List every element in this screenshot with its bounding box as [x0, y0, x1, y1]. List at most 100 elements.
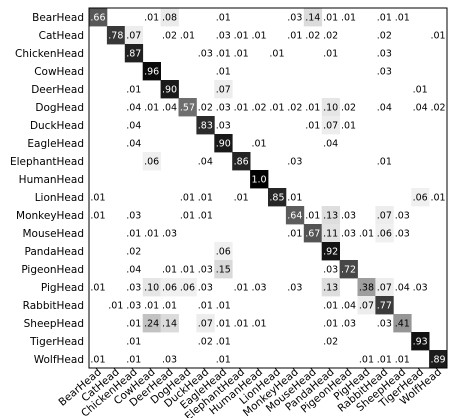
- cell-value-label: .86: [234, 157, 249, 168]
- cell-value-label: .01: [395, 355, 410, 366]
- cell-value-label: .01: [216, 67, 231, 78]
- cell-PigHead-CowHead: [142, 278, 161, 297]
- cell-value-label: .02: [377, 31, 392, 42]
- cell-value-label: .77: [377, 301, 392, 312]
- cell-value-label: .01: [126, 355, 141, 366]
- cell-MouseHead-MouseHead: [303, 224, 323, 243]
- cell-value-label: .03: [413, 283, 428, 294]
- row-label-PigeonHead: PigeonHead: [21, 264, 84, 276]
- cell-value-label: .01: [323, 319, 338, 330]
- row-label-SheepHead: SheepHead: [24, 318, 84, 330]
- cell-value-label: .01: [198, 193, 213, 204]
- cell-value-label: .03: [198, 49, 213, 60]
- cell-value-label: .01: [90, 193, 105, 204]
- cell-value-label: .03: [126, 211, 141, 222]
- cell-value-label: .15: [216, 265, 231, 276]
- cell-value-label: .03: [287, 157, 302, 168]
- row-label-ChickenHead: ChickenHead: [15, 48, 84, 60]
- cell-value-label: .13: [323, 283, 338, 294]
- cell-PigHead-PandaHead: [321, 278, 340, 297]
- cell-value-label: .01: [251, 139, 266, 150]
- cell-value-label: .02: [162, 31, 177, 42]
- cell-value-label: .10: [144, 283, 159, 294]
- cell-PigeonHead-PigeonHead: [339, 260, 358, 279]
- cell-SheepHead-CowHead: [142, 314, 161, 333]
- cell-value-label: .01: [359, 229, 374, 240]
- cell-value-label: .03: [377, 49, 392, 60]
- cell-value-label: .03: [126, 283, 141, 294]
- cell-value-label: .01: [359, 355, 374, 366]
- cell-BearHead-MouseHead: [303, 8, 323, 27]
- cell-value-label: .03: [216, 103, 231, 114]
- cell-value-label: .01: [180, 193, 195, 204]
- cell-value-label: .07: [216, 85, 231, 96]
- cell-SheepHead-DuckHead: [196, 314, 215, 333]
- cell-value-label: .11: [323, 229, 338, 240]
- cell-value-label: .03: [162, 229, 177, 240]
- cell-value-label: .01: [269, 49, 284, 60]
- cell-value-label: .03: [323, 265, 338, 276]
- cell-value-label: .01: [90, 211, 105, 222]
- cell-value-label: .01: [234, 319, 249, 330]
- cell-value-label: .01: [216, 49, 231, 60]
- cell-value-label: .04: [162, 103, 177, 114]
- row-label-PigHead: PigHead: [41, 282, 84, 294]
- cell-value-label: .08: [162, 13, 177, 24]
- cell-PandaHead-EagleHead: [214, 242, 233, 261]
- cell-value-label: .04: [126, 121, 141, 132]
- cell-value-label: .04: [377, 103, 392, 114]
- cell-value-label: .01: [126, 319, 141, 330]
- cell-RabbitHead-RabbitHead: [375, 296, 394, 315]
- cell-value-label: .01: [305, 103, 320, 114]
- cell-WolfHead-WolfHead: [429, 350, 448, 369]
- cell-BearHead-DeerHead: [160, 8, 179, 27]
- cell-value-label: .01: [216, 319, 231, 330]
- cell-value-label: .04: [341, 301, 356, 312]
- cell-TigerHead-TigerHead: [411, 332, 430, 351]
- cell-value-label: .01: [126, 229, 141, 240]
- cell-value-label: .02: [430, 103, 445, 114]
- cell-value-label: .03: [251, 283, 266, 294]
- cell-value-label: .38: [359, 283, 374, 294]
- cell-value-label: .02: [323, 31, 338, 42]
- cell-value-label: .03: [341, 229, 356, 240]
- cell-value-label: .01: [144, 103, 159, 114]
- cell-value-label: .01: [216, 355, 231, 366]
- cell-value-label: .01: [287, 31, 302, 42]
- cell-MouseHead-PandaHead: [321, 224, 340, 243]
- cell-value-label: .87: [126, 49, 141, 60]
- cell-value-label: .01: [234, 103, 249, 114]
- cell-value-label: .01: [216, 13, 231, 24]
- cell-value-label: .01: [305, 211, 320, 222]
- cell-value-label: .06: [413, 193, 428, 204]
- row-label-RabbitHead: RabbitHead: [23, 300, 84, 312]
- cell-MonkeyHead-RabbitHead: [375, 206, 394, 225]
- cell-value-label: .02: [126, 247, 141, 258]
- cell-value-label: .03: [216, 121, 231, 132]
- cell-value-label: .41: [395, 319, 410, 330]
- cell-value-label: .04: [413, 103, 428, 114]
- cell-value-label: .01: [234, 193, 249, 204]
- cell-value-label: .01: [216, 337, 231, 348]
- cell-HumanHead-HumanHead: [250, 170, 269, 189]
- cell-value-label: .67: [305, 229, 320, 240]
- row-label-BearHead: BearHead: [32, 12, 84, 24]
- plot-frame: [88, 7, 448, 369]
- cell-PigHead-PigHead: [357, 278, 376, 297]
- cell-DogHead-DogHead: [178, 98, 197, 117]
- cell-value-label: .01: [126, 337, 141, 348]
- cell-value-label: .14: [162, 319, 177, 330]
- cell-value-label: .02: [198, 103, 213, 114]
- cell-CatHead-CatHead: [106, 26, 126, 45]
- cell-value-label: .01: [234, 31, 249, 42]
- cell-value-label: .01: [198, 301, 213, 312]
- cell-value-label: .90: [162, 85, 177, 96]
- cell-DuckHead-PandaHead: [321, 116, 340, 135]
- row-label-DogHead: DogHead: [35, 102, 84, 114]
- cell-LionHead-TigerHead: [411, 188, 430, 207]
- cell-value-label: .03: [377, 319, 392, 330]
- cell-value-label: .06: [180, 283, 195, 294]
- cell-value-label: .02: [341, 103, 356, 114]
- cell-value-label: .83: [198, 121, 213, 132]
